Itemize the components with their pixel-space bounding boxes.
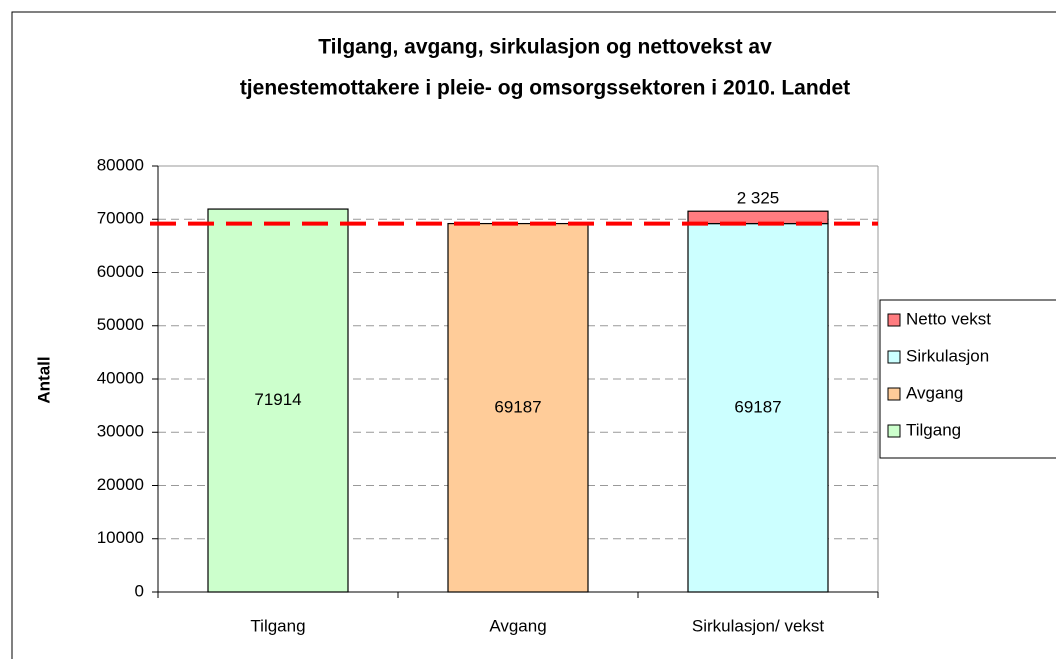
legend-swatch [887, 350, 901, 364]
bar-segment [207, 208, 349, 593]
data-label: 69187 [494, 397, 541, 416]
y-tick-label: 70000 [97, 209, 144, 228]
bar-segment [447, 222, 589, 593]
bar-segment [687, 222, 829, 593]
x-tick-label: Tilgang [250, 616, 305, 635]
legend-label: Avgang [906, 383, 963, 402]
chart-title: Tilgang, avgang, sirkulasjon og nettovek… [318, 36, 772, 59]
legend-swatch [887, 424, 901, 438]
data-label: 71914 [254, 390, 301, 409]
legend-label: Sirkulasjon [906, 346, 989, 365]
legend-swatch [887, 387, 901, 401]
legend-label: Tilgang [906, 420, 961, 439]
chart-title: tjenestemottakere i pleie- og omsorgssek… [240, 77, 850, 100]
data-label: 2 325 [737, 189, 780, 208]
legend-swatch [887, 313, 901, 327]
y-tick-label: 50000 [97, 315, 144, 334]
y-tick-label: 0 [135, 581, 144, 600]
y-axis-title: Antall [34, 356, 53, 403]
x-tick-label: Avgang [489, 616, 546, 635]
x-tick-label: Sirkulasjon/ vekst [692, 616, 825, 635]
y-tick-label: 10000 [97, 528, 144, 547]
data-label: 69187 [734, 397, 781, 416]
y-tick-label: 20000 [97, 475, 144, 494]
y-tick-label: 30000 [97, 422, 144, 441]
y-tick-label: 60000 [97, 262, 144, 281]
y-tick-label: 80000 [97, 155, 144, 174]
y-tick-label: 40000 [97, 368, 144, 387]
legend-box [879, 299, 1056, 459]
legend-label: Netto vekst [906, 309, 991, 328]
